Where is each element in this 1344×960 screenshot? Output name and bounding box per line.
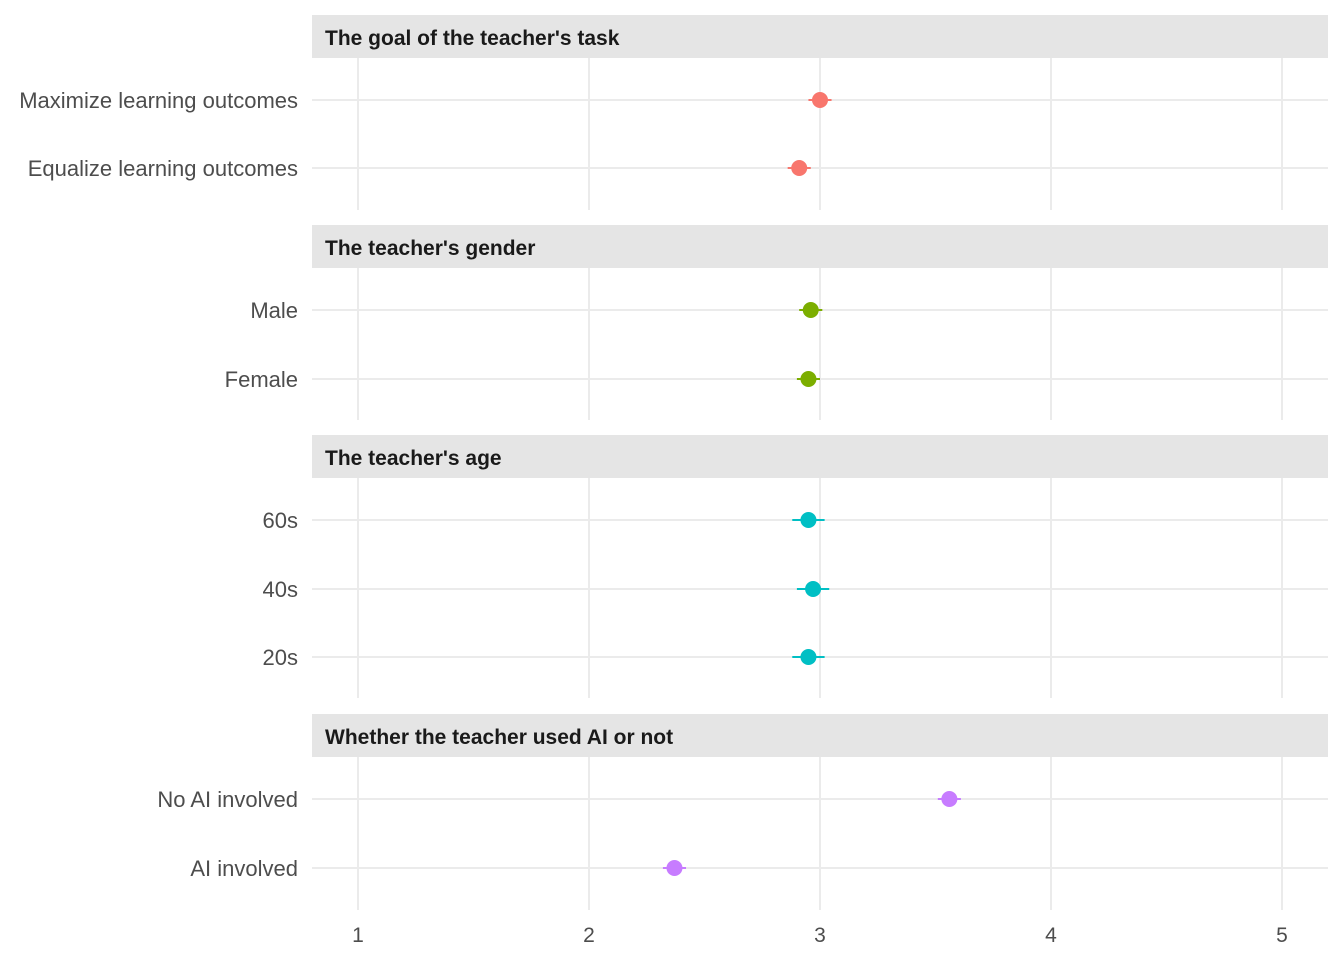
panels-layer: The goal of the teacher's task Maximize l… <box>19 15 1328 910</box>
data-point <box>805 581 822 597</box>
facet-strip-title: The goal of the teacher's task <box>325 27 620 50</box>
category-label: Female <box>225 367 298 392</box>
data-point <box>800 649 817 665</box>
facet-strip <box>312 435 1328 478</box>
x-tick-label: 2 <box>583 924 595 947</box>
facet-panel: The goal of the teacher's task Maximize l… <box>19 15 1328 210</box>
facet-panel: The teacher's gender Male Female <box>225 225 1328 420</box>
data-point <box>800 371 817 387</box>
x-tick-label: 4 <box>1045 924 1057 947</box>
category-label: Equalize learning outcomes <box>28 156 298 181</box>
x-tick-label: 5 <box>1276 924 1288 947</box>
data-point <box>791 160 808 176</box>
category-label: No AI involved <box>157 787 298 812</box>
data-point <box>666 860 683 876</box>
facet-strip <box>312 225 1328 268</box>
data-point <box>812 92 828 108</box>
facet-strip <box>312 714 1328 757</box>
data-point <box>802 302 819 318</box>
facet-strip-title: The teacher's age <box>325 447 502 470</box>
facet-panel: The teacher's age 60s 40s 20s <box>263 435 1328 698</box>
category-label: Maximize learning outcomes <box>19 88 298 113</box>
category-label: Male <box>250 298 298 323</box>
category-label: 60s <box>263 508 298 533</box>
facet-strip-title: Whether the teacher used AI or not <box>325 726 673 749</box>
facet-strip <box>312 15 1328 58</box>
category-label: AI involved <box>190 856 298 881</box>
x-tick-label: 3 <box>814 924 826 947</box>
category-label: 20s <box>263 645 298 670</box>
facet-strip-title: The teacher's gender <box>325 237 535 260</box>
x-tick-label: 1 <box>352 924 364 947</box>
facet-panel: Whether the teacher used AI or not No AI … <box>157 714 1328 910</box>
x-axis: 1 2 3 4 5 <box>352 924 1288 947</box>
data-point <box>800 512 817 528</box>
category-label: 40s <box>263 577 298 602</box>
data-point <box>941 791 958 807</box>
